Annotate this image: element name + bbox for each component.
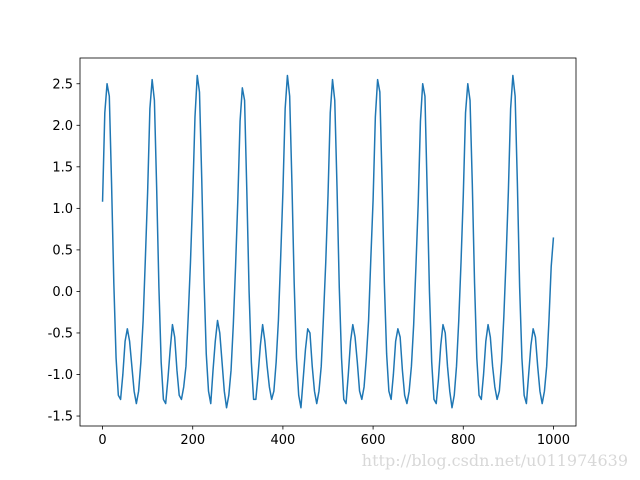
- watermark: http://blog.csdn.net/u011974639: [362, 451, 628, 470]
- y-tick-label: -1.0: [48, 368, 73, 383]
- x-tick-label: 600: [361, 433, 386, 448]
- x-tick-label: 200: [180, 433, 205, 448]
- y-tick-label: 1.5: [52, 160, 73, 175]
- y-tick-label: 2.5: [52, 77, 73, 92]
- x-tick-label: 400: [270, 433, 295, 448]
- data-line: [101, 74, 555, 409]
- x-tick-label: 0: [98, 433, 106, 448]
- y-tick-label: -1.5: [48, 410, 73, 425]
- axes-frame: [79, 57, 577, 427]
- x-tick-label: 800: [451, 433, 476, 448]
- y-tick-label: 0.0: [52, 285, 73, 300]
- y-tick-label: 0.5: [52, 243, 73, 258]
- y-tick-label: 2.0: [52, 119, 73, 134]
- x-tick-label: 1000: [537, 433, 570, 448]
- y-tick-label: 1.0: [52, 202, 73, 217]
- y-tick-label: -0.5: [48, 326, 73, 341]
